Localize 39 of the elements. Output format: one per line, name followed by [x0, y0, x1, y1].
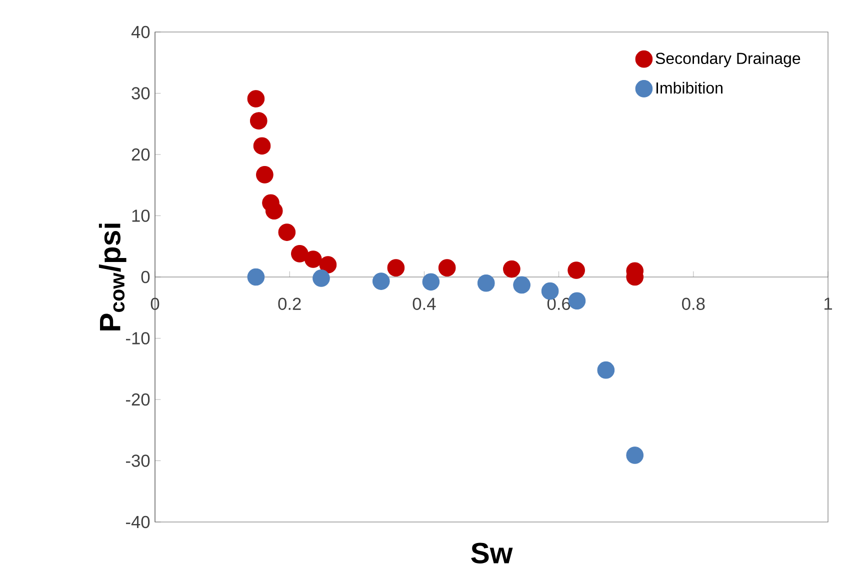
y-tick-label: -40 — [126, 516, 150, 528]
y-tick-label: 10 — [132, 210, 150, 222]
point — [626, 446, 644, 464]
point — [265, 202, 283, 220]
point — [513, 276, 530, 294]
legend-label: Secondary Drainage — [656, 52, 800, 68]
y-tick-label: -20 — [126, 393, 150, 406]
point — [247, 268, 265, 286]
point — [438, 259, 456, 276]
y-tick-label: -10 — [126, 332, 150, 344]
y-tick-label: 20 — [132, 148, 150, 161]
point — [503, 260, 520, 278]
y-tick-label: -30 — [126, 454, 150, 467]
x-tick-label: 1 — [824, 298, 832, 310]
y-tick-label: 30 — [132, 87, 150, 100]
point — [372, 272, 390, 290]
point — [278, 224, 296, 241]
point — [304, 250, 322, 268]
point — [247, 90, 265, 108]
legend-label: Imbibition — [656, 82, 722, 94]
x-axis-title: Sw — [471, 542, 513, 564]
x-tick-label: 0.8 — [682, 298, 705, 310]
y-axis-title: P$_{cow}$/psi — [98, 224, 126, 330]
point — [312, 270, 330, 287]
point — [568, 262, 585, 279]
y-tick-label: 0 — [141, 270, 150, 284]
point — [253, 137, 271, 155]
point — [250, 112, 268, 130]
y-tick-label: 40 — [131, 26, 150, 38]
x-tick-label: 0.4 — [412, 298, 436, 310]
point — [568, 292, 586, 310]
point — [256, 166, 274, 184]
point — [477, 274, 495, 292]
point — [597, 361, 615, 379]
x-tick-label: 0.2 — [278, 298, 301, 310]
point — [291, 245, 308, 262]
point — [319, 256, 337, 274]
point — [387, 259, 405, 276]
point — [422, 273, 440, 291]
